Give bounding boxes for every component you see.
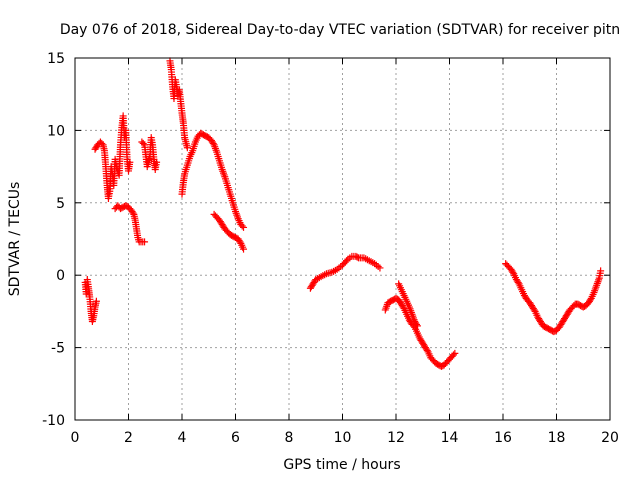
x-axis-ticks: 0 2 4 6 8 10 12 14 16 18 20 bbox=[71, 58, 619, 446]
data-point-segment-7 bbox=[240, 245, 248, 253]
chart-title: Day 076 of 2018, Sidereal Day-to-day VTE… bbox=[60, 22, 620, 38]
data-point-segment-4 bbox=[153, 158, 161, 166]
data-point-segment-3 bbox=[141, 238, 149, 246]
x-tick-label: 6 bbox=[231, 430, 240, 446]
plot-frame bbox=[74, 57, 611, 421]
data-point-segment-10 bbox=[413, 320, 421, 328]
data-point-segment-3 bbox=[129, 209, 137, 217]
data-points bbox=[81, 57, 605, 370]
y-tick-label: 0 bbox=[56, 268, 65, 284]
x-tick-label: 20 bbox=[601, 430, 619, 446]
y-tick-label: 5 bbox=[56, 196, 65, 212]
data-point-segment-8 bbox=[353, 253, 361, 261]
x-tick-label: 0 bbox=[71, 430, 80, 446]
data-point-segment-1 bbox=[92, 297, 100, 305]
data-point-segment-4 bbox=[139, 139, 147, 147]
x-tick-label: 2 bbox=[124, 430, 133, 446]
x-axis-label: GPS time / hours bbox=[283, 457, 400, 473]
y-tick-label: 15 bbox=[47, 51, 65, 67]
data-point-segment-10 bbox=[413, 322, 421, 330]
data-point-segment-6 bbox=[209, 139, 217, 147]
y-tick-label: -10 bbox=[42, 413, 65, 429]
x-tick-label: 4 bbox=[178, 430, 187, 446]
data-point-segment-9 bbox=[450, 351, 458, 359]
y-tick-label: 10 bbox=[47, 123, 65, 139]
data-point-segment-2 bbox=[126, 158, 134, 166]
y-tick-label: -5 bbox=[51, 341, 65, 357]
x-tick-label: 10 bbox=[334, 430, 352, 446]
x-tick-label: 8 bbox=[285, 430, 294, 446]
grid bbox=[75, 58, 610, 420]
data-point-segment-5 bbox=[183, 144, 191, 152]
y-axis-label: SDTVAR / TECUs bbox=[7, 182, 23, 297]
x-tick-label: 12 bbox=[387, 430, 405, 446]
data-point-segment-11 bbox=[597, 267, 605, 275]
data-point-segment-6 bbox=[240, 223, 248, 231]
x-tick-label: 16 bbox=[494, 430, 512, 446]
x-tick-label: 14 bbox=[441, 430, 459, 446]
data-point-segment-8 bbox=[376, 264, 384, 272]
data-point-segment-6 bbox=[238, 222, 246, 230]
x-tick-label: 18 bbox=[548, 430, 566, 446]
data-point-segment-9 bbox=[451, 349, 459, 357]
